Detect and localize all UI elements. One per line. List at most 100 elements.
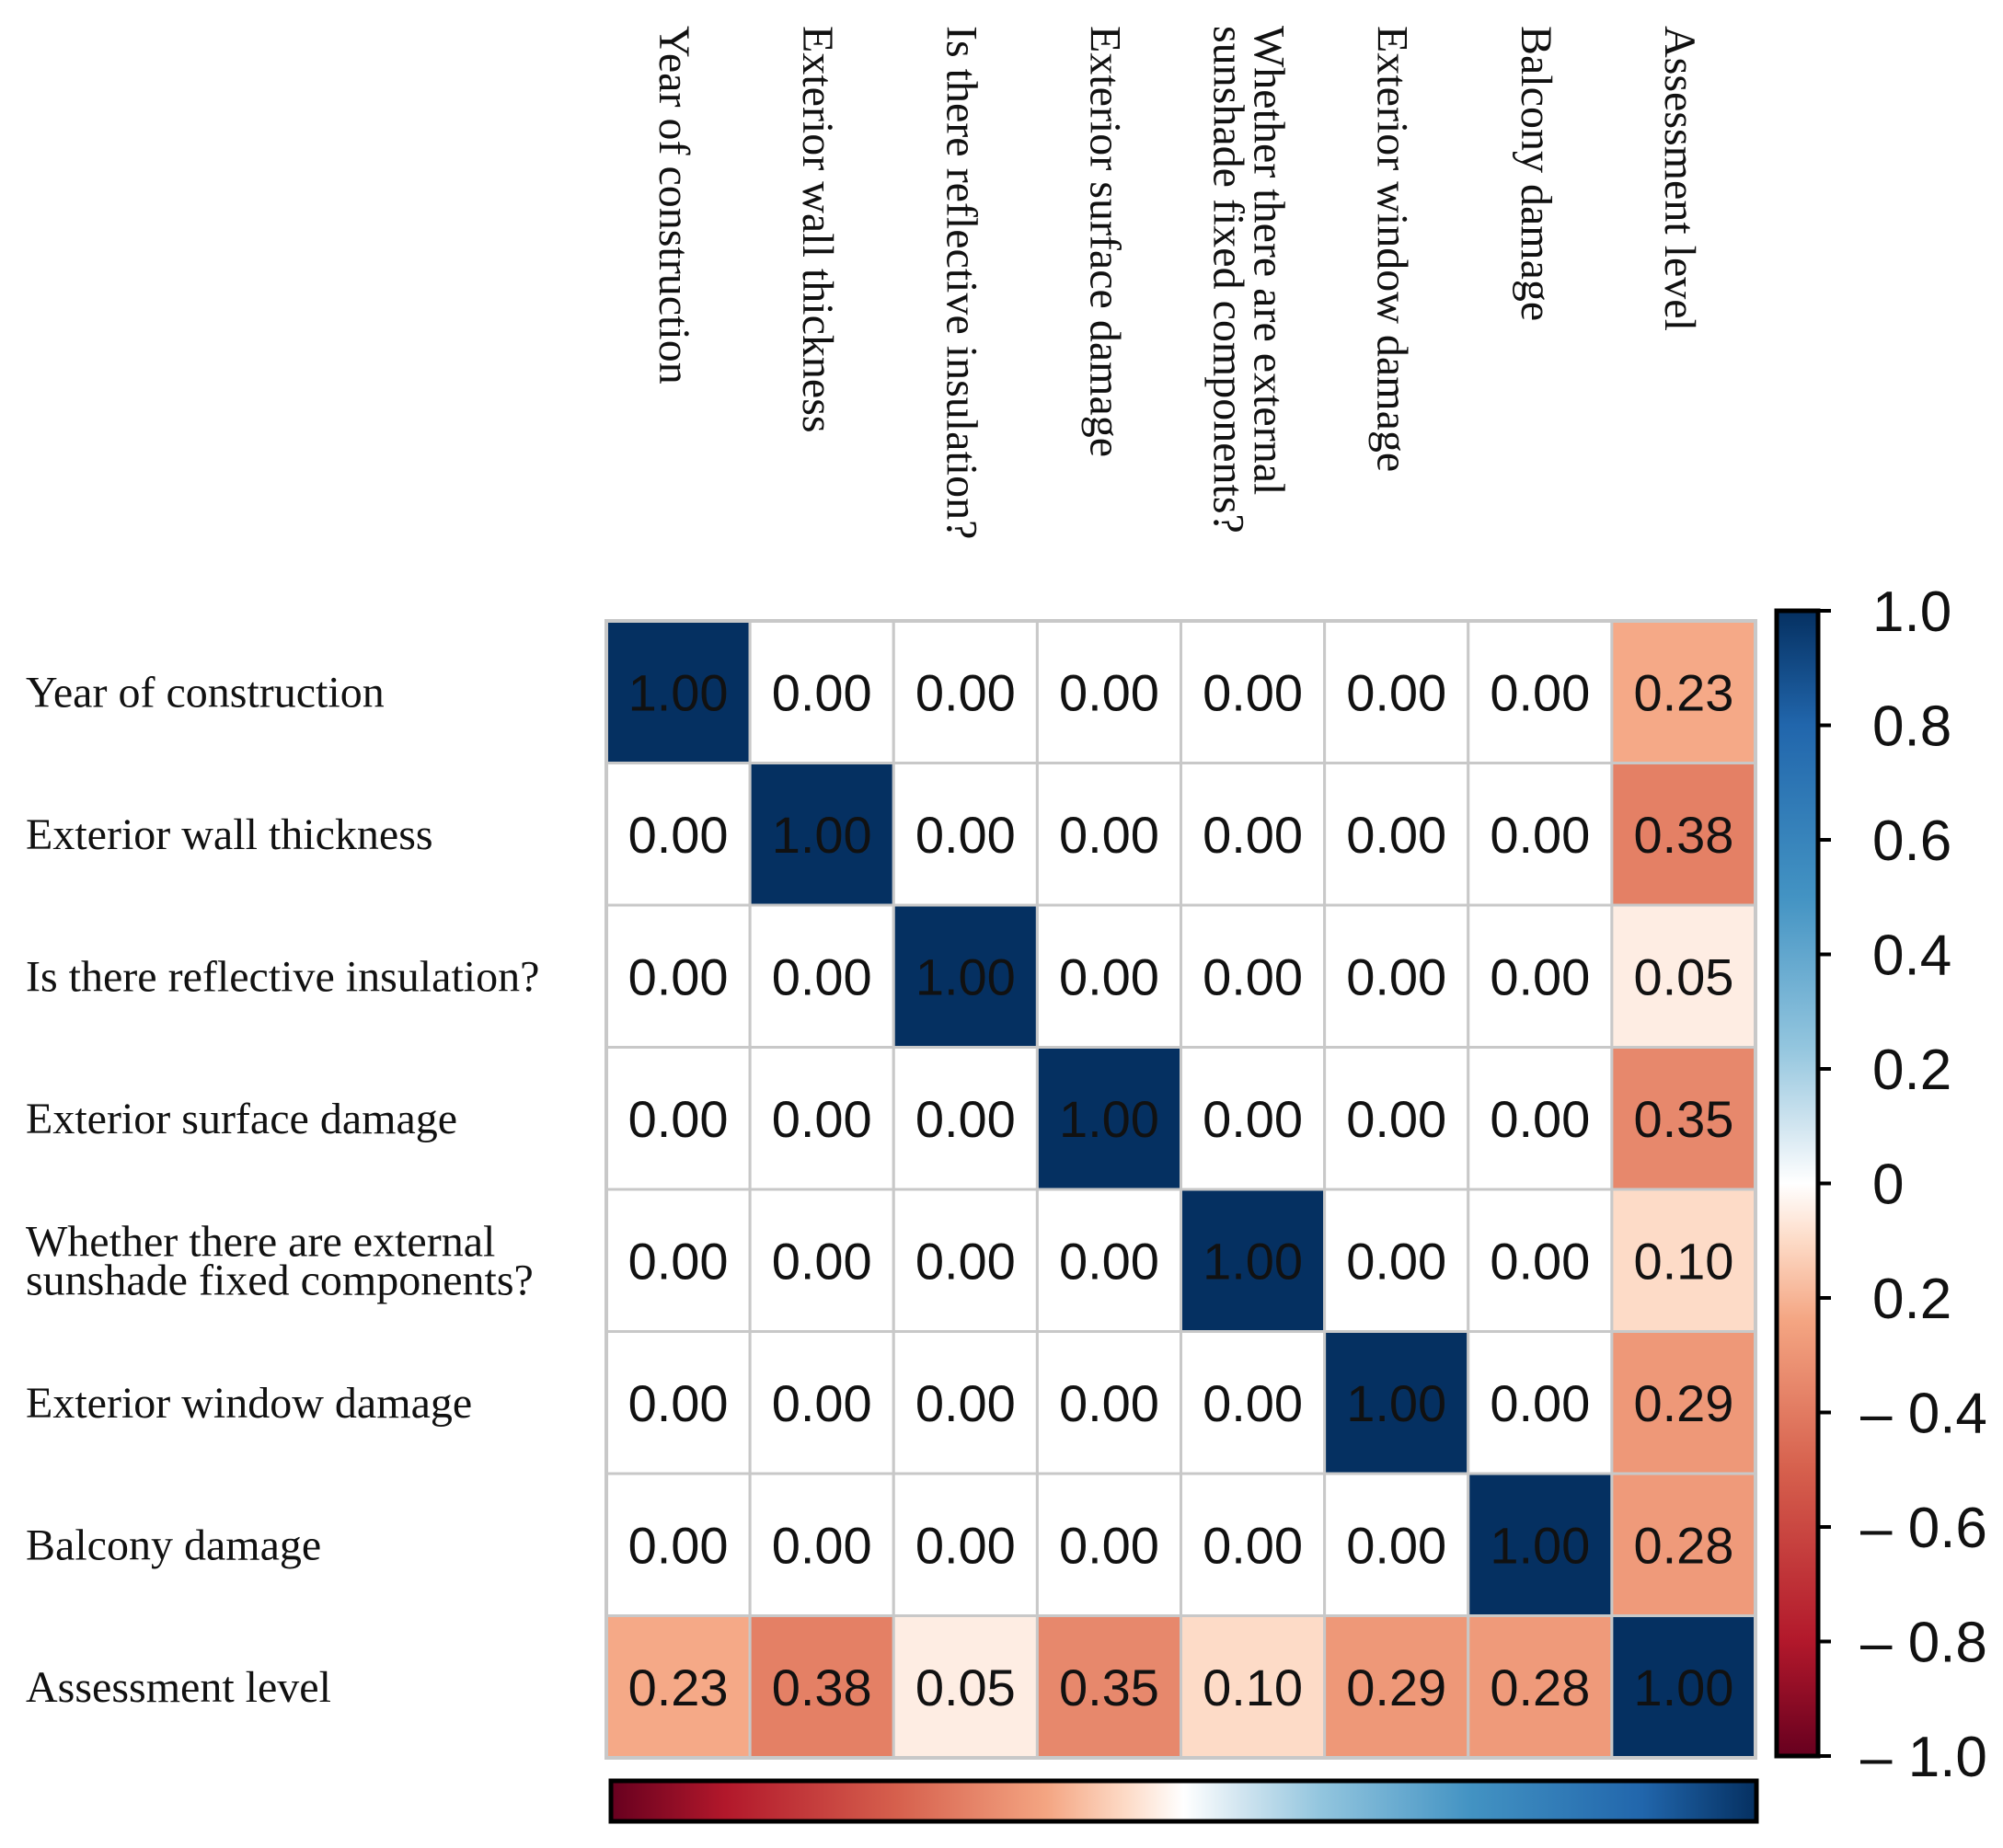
heatmap-cell: [748, 903, 895, 1049]
cell-value-label: 0.00: [1346, 663, 1446, 721]
cell-value-label: 0.00: [1059, 1232, 1159, 1290]
heatmap-cell: [1610, 1614, 1757, 1760]
cell-value-label: 0.00: [915, 806, 1016, 864]
column-label: Year of construction: [650, 26, 698, 385]
cell-value-label: 0.29: [1633, 1374, 1733, 1432]
cell-value-label: 0.00: [772, 1232, 872, 1290]
heatmap-cell: [748, 1330, 895, 1475]
cell-value-label: 0.00: [1490, 1374, 1590, 1432]
cell-value-label: 0.00: [1203, 1090, 1303, 1148]
cell-value-label: 0.38: [772, 1659, 872, 1716]
colorbar-tick-label: – 0.8: [1860, 1612, 1987, 1675]
heatmap-cell: [1467, 1046, 1614, 1191]
colorbar-gradient: [1774, 608, 1821, 1759]
cell-value-label: 0.00: [628, 1090, 729, 1148]
column-label: Exterior wall thickness: [793, 26, 842, 433]
cell-value-label: 0.00: [772, 947, 872, 1005]
column-labels: Year of construction Exterior wall thickn…: [650, 26, 1704, 539]
heatmap-cell: [604, 1472, 752, 1617]
cell-value-label: 0.23: [1633, 663, 1733, 721]
cell-value-label: 0.35: [1059, 1659, 1159, 1716]
colorbar-tick-label: 0.6: [1872, 809, 1951, 873]
heatmap-cell: [1180, 1472, 1327, 1617]
heatmap-cell: [892, 1472, 1039, 1617]
heatmap-cell: [1180, 903, 1327, 1049]
cell-value-label: 1.00: [772, 806, 872, 864]
cell-value-label: 0.38: [1633, 806, 1733, 864]
colorbar-tick-label: 0.4: [1872, 924, 1951, 988]
cell-value-label: 0.00: [628, 1232, 729, 1290]
cell-value-label: 1.00: [1346, 1374, 1446, 1432]
row-labels: Year of construction Exterior wall thickn…: [26, 668, 539, 1712]
row-label: sunshade fixed components?: [26, 1256, 534, 1304]
heatmap-cell: [1180, 1188, 1327, 1333]
heatmap-cell: [1035, 1046, 1182, 1191]
cell-value-label: 0.10: [1633, 1232, 1733, 1290]
column-label: Exterior window damage: [1368, 26, 1417, 472]
cell-value-label: 0.23: [628, 1659, 729, 1716]
heatmap-border: [604, 619, 1757, 1760]
colorbar-tick-label: – 0.6: [1860, 1497, 1987, 1560]
cell-value-label: 0.00: [1490, 663, 1590, 721]
cell-value-label: 0.05: [915, 1659, 1016, 1716]
cell-value-label: 0.00: [1490, 947, 1590, 1005]
cell-value-label: 0.00: [772, 663, 872, 721]
colorbar-tick-label: 0.8: [1872, 695, 1951, 759]
heatmap-cell: [1180, 1046, 1327, 1191]
column-label: sunshade fixed components?: [1204, 26, 1253, 534]
cell-value-label: 0.00: [1346, 1090, 1446, 1148]
cell-value-label: 0.00: [1203, 663, 1303, 721]
heatmap-cell: [1610, 1330, 1757, 1475]
row-label: Exterior window damage: [26, 1379, 472, 1428]
heatmap-cell: [1610, 1472, 1757, 1617]
cell-value-label: 0.10: [1203, 1659, 1303, 1716]
cell-value-label: 0.00: [915, 1232, 1016, 1290]
column-label: Balcony damage: [1512, 26, 1560, 321]
column-label: Whether there are external: [1245, 26, 1294, 495]
cell-value-label: 0.29: [1346, 1659, 1446, 1716]
cell-value-label: 0.35: [1633, 1090, 1733, 1148]
cell-value-label: 1.00: [915, 947, 1016, 1005]
cell-value-label: 0.00: [772, 1516, 872, 1574]
cell-value-label: 0.28: [1633, 1516, 1733, 1574]
heatmap-cell: [748, 762, 895, 907]
heatmap-cell: [1035, 1188, 1182, 1333]
heatmap-cell: [748, 1472, 895, 1617]
cell-value-label: 0.00: [1203, 806, 1303, 864]
cell-value-label: 0.00: [1203, 1516, 1303, 1574]
heatmap-cell: [1323, 1472, 1470, 1617]
cell-value-label: 1.00: [1059, 1090, 1159, 1148]
heatmap-cell: [1610, 762, 1757, 907]
cell-value-label: 1.00: [1203, 1232, 1303, 1290]
cell-value-label: 0.00: [628, 1516, 729, 1574]
cell-value-label: 0.00: [1059, 1374, 1159, 1432]
heatmap-cell: [748, 619, 895, 764]
heatmap-cell: [892, 1046, 1039, 1191]
row-label: Whether there are external: [26, 1217, 495, 1266]
cell-value-label: 0.00: [1346, 1232, 1446, 1290]
heatmap-cell: [1467, 1330, 1614, 1475]
cell-value-label: 0.00: [1490, 1232, 1590, 1290]
heatmap-cell: [1035, 762, 1182, 907]
heatmap-cell: [1323, 903, 1470, 1049]
cell-value-label: 0.05: [1633, 947, 1733, 1005]
colorbar-tick-label: 0.2: [1872, 1268, 1951, 1331]
colorbar-tick-label: – 0.4: [1860, 1383, 1987, 1446]
heatmap-cell: [1323, 1330, 1470, 1475]
cell-value-label: 0.00: [1203, 1374, 1303, 1432]
heatmap-cell: [1610, 1188, 1757, 1333]
heatmap-cell: [1467, 1188, 1614, 1333]
heatmap-cell: [892, 1614, 1039, 1760]
column-label: Assessment level: [1655, 26, 1704, 331]
row-label: Exterior surface damage: [26, 1095, 457, 1143]
cell-value-label: 0.00: [1059, 663, 1159, 721]
row-label: Balcony damage: [26, 1521, 321, 1569]
cell-value-label: 0.00: [915, 1090, 1016, 1148]
row-label: Is there reflective insulation?: [26, 952, 539, 1001]
cell-value-label: 0.00: [628, 947, 729, 1005]
cell-value-label: 0.00: [1059, 806, 1159, 864]
cell-value-label: 0.00: [915, 663, 1016, 721]
cell-value-label: 0.00: [1490, 1090, 1590, 1148]
cell-value-label: 0.00: [772, 1090, 872, 1148]
